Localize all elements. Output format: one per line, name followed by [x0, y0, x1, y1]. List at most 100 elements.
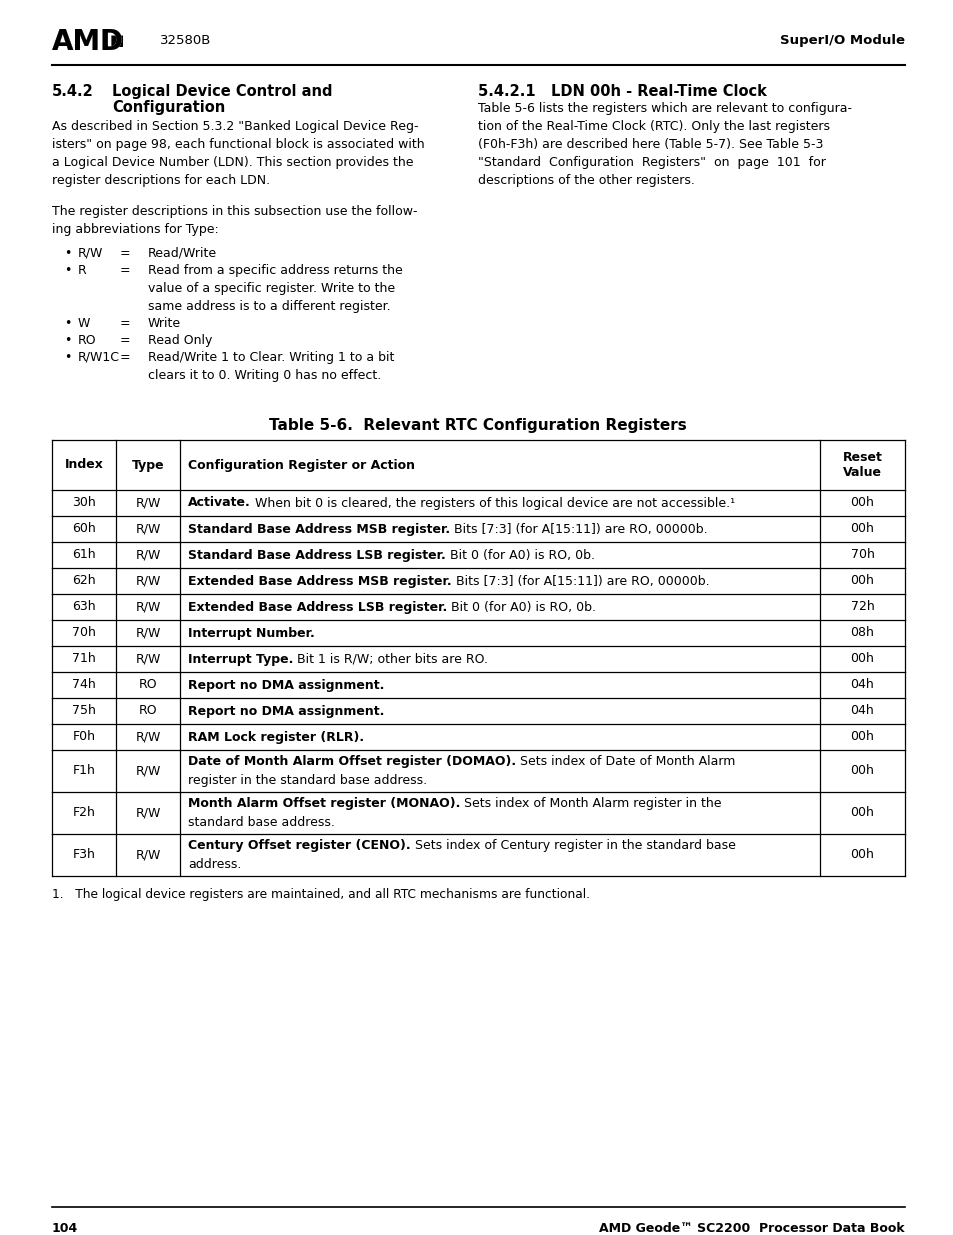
Text: F2h: F2h: [72, 806, 95, 820]
Text: R/W: R/W: [135, 496, 160, 510]
Text: R/W: R/W: [135, 600, 160, 614]
Text: ■: ■: [110, 33, 124, 48]
Text: 00h: 00h: [850, 496, 874, 510]
Text: •: •: [64, 264, 71, 277]
Text: =: =: [120, 247, 131, 261]
Text: 104: 104: [52, 1221, 78, 1235]
Text: Extended Base Address LSB register.: Extended Base Address LSB register.: [188, 600, 447, 614]
Text: Bit 1 is R/W; other bits are RO.: Bit 1 is R/W; other bits are RO.: [294, 652, 488, 666]
Text: 60h: 60h: [72, 522, 95, 536]
Text: 70h: 70h: [72, 626, 96, 640]
Text: Table 5-6.  Relevant RTC Configuration Registers: Table 5-6. Relevant RTC Configuration Re…: [269, 417, 686, 433]
Text: Activate.: Activate.: [188, 496, 251, 510]
Text: R: R: [78, 264, 87, 277]
Text: Read Only: Read Only: [148, 333, 213, 347]
Text: F3h: F3h: [72, 848, 95, 862]
Text: Read/Write 1 to Clear. Writing 1 to a bit
clears it to 0. Writing 0 has no effec: Read/Write 1 to Clear. Writing 1 to a bi…: [148, 351, 394, 382]
Text: R/W: R/W: [78, 247, 103, 261]
Text: Extended Base Address MSB register.: Extended Base Address MSB register.: [188, 574, 451, 588]
Text: •: •: [64, 317, 71, 330]
Text: When bit 0 is cleared, the registers of this logical device are not accessible.¹: When bit 0 is cleared, the registers of …: [251, 496, 734, 510]
Text: Configuration Register or Action: Configuration Register or Action: [188, 458, 415, 472]
Text: 5.4.2: 5.4.2: [52, 84, 93, 99]
Text: RO: RO: [78, 333, 96, 347]
Text: =: =: [120, 333, 131, 347]
Text: Index: Index: [65, 458, 103, 472]
Text: =: =: [120, 264, 131, 277]
Text: AMDA: AMDA: [52, 28, 146, 56]
Text: 61h: 61h: [72, 548, 95, 562]
Text: R/W1C: R/W1C: [78, 351, 120, 364]
Text: Write: Write: [148, 317, 181, 330]
Text: 00h: 00h: [850, 848, 874, 862]
Text: 70h: 70h: [850, 548, 874, 562]
Text: register in the standard base address.: register in the standard base address.: [188, 774, 427, 787]
Text: 5.4.2.1   LDN 00h - Real-Time Clock: 5.4.2.1 LDN 00h - Real-Time Clock: [477, 84, 766, 99]
Text: 72h: 72h: [850, 600, 874, 614]
Text: As described in Section 5.3.2 "Banked Logical Device Reg-
isters" on page 98, ea: As described in Section 5.3.2 "Banked Lo…: [52, 120, 424, 186]
Text: 75h: 75h: [72, 704, 96, 718]
Text: RO: RO: [138, 704, 157, 718]
Text: AMD Geode™ SC2200  Processor Data Book: AMD Geode™ SC2200 Processor Data Book: [598, 1221, 904, 1235]
Text: 00h: 00h: [850, 522, 874, 536]
Text: •: •: [64, 351, 71, 364]
Text: 71h: 71h: [72, 652, 95, 666]
Text: Configuration: Configuration: [112, 100, 225, 115]
Text: =: =: [120, 351, 131, 364]
Text: 04h: 04h: [850, 704, 874, 718]
Text: The register descriptions in this subsection use the follow-
ing abbreviations f: The register descriptions in this subsec…: [52, 205, 417, 236]
Text: Date of Month Alarm Offset register (DOMAO).: Date of Month Alarm Offset register (DOM…: [188, 756, 516, 768]
Text: address.: address.: [188, 858, 241, 871]
Text: 04h: 04h: [850, 678, 874, 692]
Text: R/W: R/W: [135, 848, 160, 862]
Text: 1.   The logical device registers are maintained, and all RTC mechanisms are fun: 1. The logical device registers are main…: [52, 888, 589, 902]
Text: Sets index of Century register in the standard base: Sets index of Century register in the st…: [410, 840, 735, 852]
Text: R/W: R/W: [135, 626, 160, 640]
Text: AMD: AMD: [52, 28, 124, 56]
Text: 00h: 00h: [850, 730, 874, 743]
Text: Month Alarm Offset register (MONAO).: Month Alarm Offset register (MONAO).: [188, 798, 460, 810]
Text: Read/Write: Read/Write: [148, 247, 217, 261]
Text: Type: Type: [132, 458, 164, 472]
Text: R/W: R/W: [135, 522, 160, 536]
Text: 08h: 08h: [850, 626, 874, 640]
Text: R/W: R/W: [135, 730, 160, 743]
Text: 30h: 30h: [72, 496, 95, 510]
Text: 00h: 00h: [850, 574, 874, 588]
Text: Sets index of Date of Month Alarm: Sets index of Date of Month Alarm: [516, 756, 735, 768]
Text: 00h: 00h: [850, 806, 874, 820]
Text: R/W: R/W: [135, 652, 160, 666]
Text: RO: RO: [138, 678, 157, 692]
Text: standard base address.: standard base address.: [188, 816, 335, 829]
Text: Sets index of Month Alarm register in the: Sets index of Month Alarm register in th…: [460, 798, 721, 810]
Text: R/W: R/W: [135, 574, 160, 588]
Text: 00h: 00h: [850, 652, 874, 666]
Text: Standard Base Address MSB register.: Standard Base Address MSB register.: [188, 522, 450, 536]
Text: Bit 0 (for A0) is RO, 0b.: Bit 0 (for A0) is RO, 0b.: [445, 548, 594, 562]
Text: 32580B: 32580B: [160, 35, 212, 47]
Text: =: =: [120, 317, 131, 330]
Text: 62h: 62h: [72, 574, 95, 588]
Text: SuperI/O Module: SuperI/O Module: [780, 35, 904, 47]
Text: R/W: R/W: [135, 764, 160, 778]
Text: R/W: R/W: [135, 548, 160, 562]
Text: Read from a specific address returns the
value of a specific register. Write to : Read from a specific address returns the…: [148, 264, 402, 312]
Text: 74h: 74h: [72, 678, 95, 692]
Text: R/W: R/W: [135, 806, 160, 820]
Text: Report no DMA assignment.: Report no DMA assignment.: [188, 678, 384, 692]
Text: F0h: F0h: [72, 730, 95, 743]
Text: Logical Device Control and: Logical Device Control and: [112, 84, 333, 99]
Text: Bit 0 (for A0) is RO, 0b.: Bit 0 (for A0) is RO, 0b.: [447, 600, 596, 614]
Text: F1h: F1h: [72, 764, 95, 778]
Text: 00h: 00h: [850, 764, 874, 778]
Text: W: W: [78, 317, 91, 330]
Text: Century Offset register (CENO).: Century Offset register (CENO).: [188, 840, 410, 852]
Text: Bits [7:3] (for A[15:11]) are RO, 00000b.: Bits [7:3] (for A[15:11]) are RO, 00000b…: [451, 574, 708, 588]
Text: RAM Lock register (RLR).: RAM Lock register (RLR).: [188, 730, 364, 743]
Text: Interrupt Type.: Interrupt Type.: [188, 652, 294, 666]
Text: Bits [7:3] (for A[15:11]) are RO, 00000b.: Bits [7:3] (for A[15:11]) are RO, 00000b…: [450, 522, 707, 536]
Text: 63h: 63h: [72, 600, 95, 614]
Text: Report no DMA assignment.: Report no DMA assignment.: [188, 704, 384, 718]
Text: •: •: [64, 247, 71, 261]
Text: Interrupt Number.: Interrupt Number.: [188, 626, 314, 640]
